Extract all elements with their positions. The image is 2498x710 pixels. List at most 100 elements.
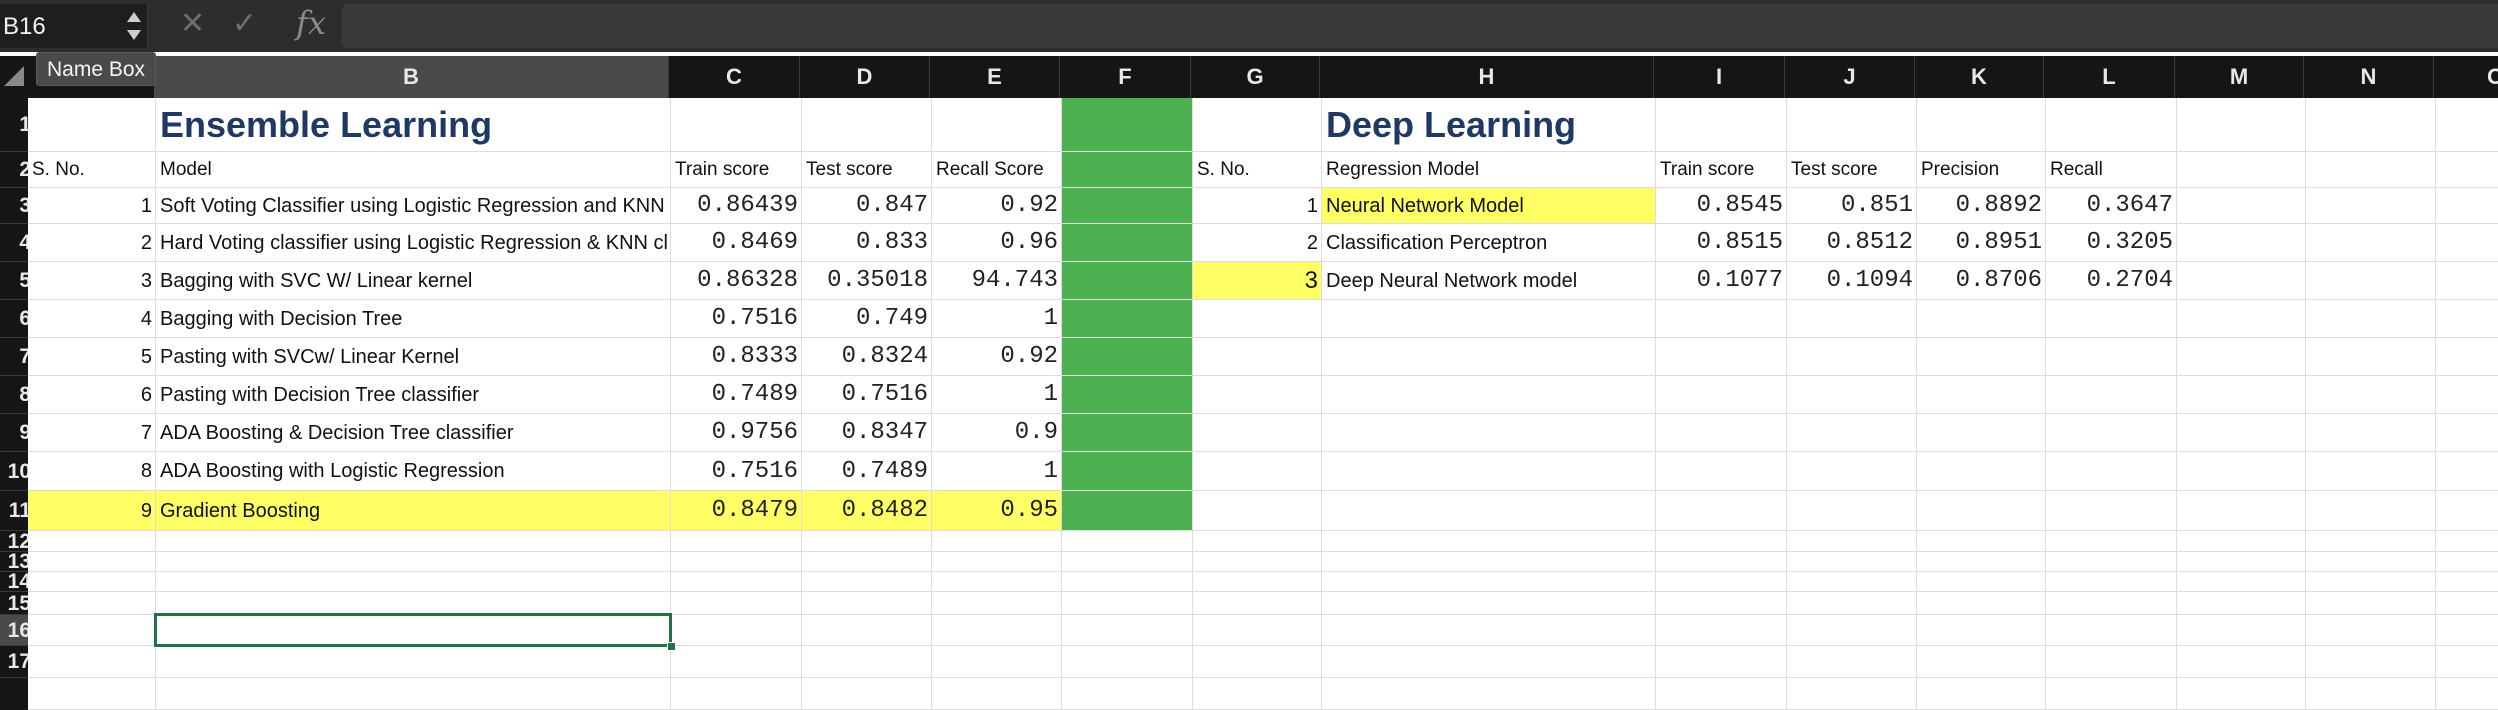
row-header-16[interactable]: 16 <box>0 615 28 646</box>
ensemble-test[interactable]: 0.847 <box>855 192 928 219</box>
ensemble-sno[interactable]: 2 <box>140 232 152 254</box>
column-header-i[interactable]: I <box>1654 56 1785 98</box>
ensemble-train[interactable]: 0.7516 <box>711 458 798 485</box>
ensemble-recall[interactable]: 0.92 <box>1000 192 1058 219</box>
deep-train[interactable]: 0.1077 <box>1696 267 1783 294</box>
deep-title[interactable]: Deep Learning <box>1326 104 1577 145</box>
deep-precision[interactable]: 0.8951 <box>1955 229 2042 256</box>
column-header-m[interactable]: M <box>2175 56 2304 98</box>
ensemble-model[interactable]: ADA Boosting with Logistic Regression <box>160 460 505 482</box>
row-header-13[interactable]: 13 <box>0 552 28 572</box>
row-header-3[interactable]: 3 <box>0 188 28 224</box>
column-header-h[interactable]: H <box>1320 56 1654 98</box>
row-header-10[interactable]: 10 <box>0 452 28 491</box>
deep-header-model[interactable]: Regression Model <box>1326 159 1480 180</box>
deep-sno[interactable]: 2 <box>1306 232 1318 254</box>
ensemble-model[interactable]: Pasting with Decision Tree classifier <box>160 384 480 406</box>
column-header-b[interactable]: B <box>154 56 669 98</box>
row-header-12[interactable]: 12 <box>0 531 28 552</box>
deep-sno[interactable]: 1 <box>1306 195 1318 217</box>
fx-icon[interactable]: fx <box>296 4 326 42</box>
column-header-j[interactable]: J <box>1785 56 1915 98</box>
ensemble-recall[interactable]: 0.9 <box>1014 419 1058 446</box>
row-header-7[interactable]: 7 <box>0 338 28 376</box>
ensemble-sno[interactable]: 4 <box>140 308 152 330</box>
ensemble-test[interactable]: 0.8324 <box>841 343 928 370</box>
deep-recall[interactable]: 0.2704 <box>2086 267 2173 294</box>
column-header-n[interactable]: N <box>2304 56 2434 98</box>
ensemble-sno[interactable]: 6 <box>140 384 152 406</box>
deep-model[interactable]: Classification Perceptron <box>1326 232 1548 254</box>
ensemble-model[interactable]: Bagging with Decision Tree <box>160 308 403 330</box>
deep-test[interactable]: 0.8512 <box>1826 229 1913 256</box>
cell-area[interactable]: Ensemble Learning S. No. Model Train score T… <box>28 98 2498 710</box>
header-test-score[interactable]: Test score <box>806 159 893 180</box>
row-header-5[interactable]: 5 <box>0 262 28 300</box>
ensemble-test[interactable]: 0.35018 <box>827 267 928 294</box>
column-header-o[interactable]: O <box>2434 56 2498 98</box>
name-box-stepper-icon[interactable] <box>124 8 144 44</box>
column-header-e[interactable]: E <box>930 56 1060 98</box>
column-header-c[interactable]: C <box>669 56 800 98</box>
ensemble-title[interactable]: Ensemble Learning <box>160 104 493 145</box>
ensemble-recall[interactable]: 0.96 <box>1000 229 1058 256</box>
deep-model[interactable]: Neural Network Model <box>1326 195 1524 217</box>
deep-model[interactable]: Deep Neural Network model <box>1326 270 1578 292</box>
ensemble-test[interactable]: 0.7516 <box>841 381 928 408</box>
ensemble-sno[interactable]: 7 <box>140 422 152 444</box>
deep-recall[interactable]: 0.3647 <box>2086 192 2173 219</box>
row-header-1[interactable]: 1 <box>0 98 28 152</box>
row-header-15[interactable]: 15 <box>0 592 28 615</box>
ensemble-sno[interactable]: 1 <box>140 195 152 217</box>
column-header-g[interactable]: G <box>1191 56 1320 98</box>
ensemble-train[interactable]: 0.7489 <box>711 381 798 408</box>
formula-input[interactable] <box>342 4 2498 48</box>
deep-precision[interactable]: 0.8892 <box>1955 192 2042 219</box>
row-header-9[interactable]: 9 <box>0 414 28 452</box>
check-icon[interactable]: ✓ <box>232 6 258 41</box>
ensemble-train[interactable]: 0.8469 <box>711 229 798 256</box>
deep-header-test[interactable]: Test score <box>1791 159 1878 180</box>
selected-cell[interactable] <box>154 613 672 647</box>
ensemble-test[interactable]: 0.8347 <box>841 419 928 446</box>
name-box-value[interactable]: B16 <box>3 13 46 40</box>
deep-header-train[interactable]: Train score <box>1660 159 1755 180</box>
column-header-l[interactable]: L <box>2044 56 2175 98</box>
ensemble-recall[interactable]: 1 <box>1043 458 1058 485</box>
column-header-f[interactable]: F <box>1060 56 1191 98</box>
ensemble-train[interactable]: 0.8479 <box>711 497 798 524</box>
deep-test[interactable]: 0.851 <box>1840 192 1913 219</box>
column-header-d[interactable]: D <box>800 56 930 98</box>
header-model[interactable]: Model <box>160 159 212 180</box>
header-train-score[interactable]: Train score <box>675 159 770 180</box>
ensemble-test[interactable]: 0.749 <box>855 305 928 332</box>
ensemble-train[interactable]: 0.8333 <box>711 343 798 370</box>
ensemble-model[interactable]: Pasting with SVCw/ Linear Kernel <box>160 346 460 368</box>
header-recall-score[interactable]: Recall Score <box>936 159 1044 180</box>
ensemble-test[interactable]: 0.8482 <box>841 497 928 524</box>
ensemble-model[interactable]: Bagging with SVC W/ Linear kernel <box>160 270 473 292</box>
fill-handle[interactable] <box>667 642 676 651</box>
ensemble-model[interactable]: Hard Voting classifier using Logistic Re… <box>160 232 667 254</box>
ensemble-model[interactable]: Gradient Boosting <box>160 500 321 522</box>
ensemble-recall[interactable]: 0.95 <box>1000 497 1058 524</box>
deep-train[interactable]: 0.8515 <box>1696 229 1783 256</box>
ensemble-recall[interactable]: 94.743 <box>971 267 1058 294</box>
deep-header-sno[interactable]: S. No. <box>1197 159 1250 180</box>
deep-precision[interactable]: 0.8706 <box>1955 267 2042 294</box>
ensemble-recall[interactable]: 1 <box>1043 381 1058 408</box>
deep-train[interactable]: 0.8545 <box>1696 192 1783 219</box>
row-header-4[interactable]: 4 <box>0 224 28 262</box>
ensemble-sno[interactable]: 8 <box>140 460 152 482</box>
ensemble-train[interactable]: 0.7516 <box>711 305 798 332</box>
deep-recall[interactable]: 0.3205 <box>2086 229 2173 256</box>
row-header-2[interactable]: 2 <box>0 152 28 188</box>
header-sno[interactable]: S. No. <box>32 159 85 180</box>
column-header-k[interactable]: K <box>1915 56 2044 98</box>
select-all-icon[interactable] <box>4 66 24 86</box>
ensemble-sno[interactable]: 9 <box>140 500 152 522</box>
row-header-14[interactable]: 14 <box>0 572 28 592</box>
ensemble-sno[interactable]: 3 <box>140 270 152 292</box>
ensemble-train[interactable]: 0.9756 <box>711 419 798 446</box>
cross-icon[interactable]: ✕ <box>180 6 206 41</box>
